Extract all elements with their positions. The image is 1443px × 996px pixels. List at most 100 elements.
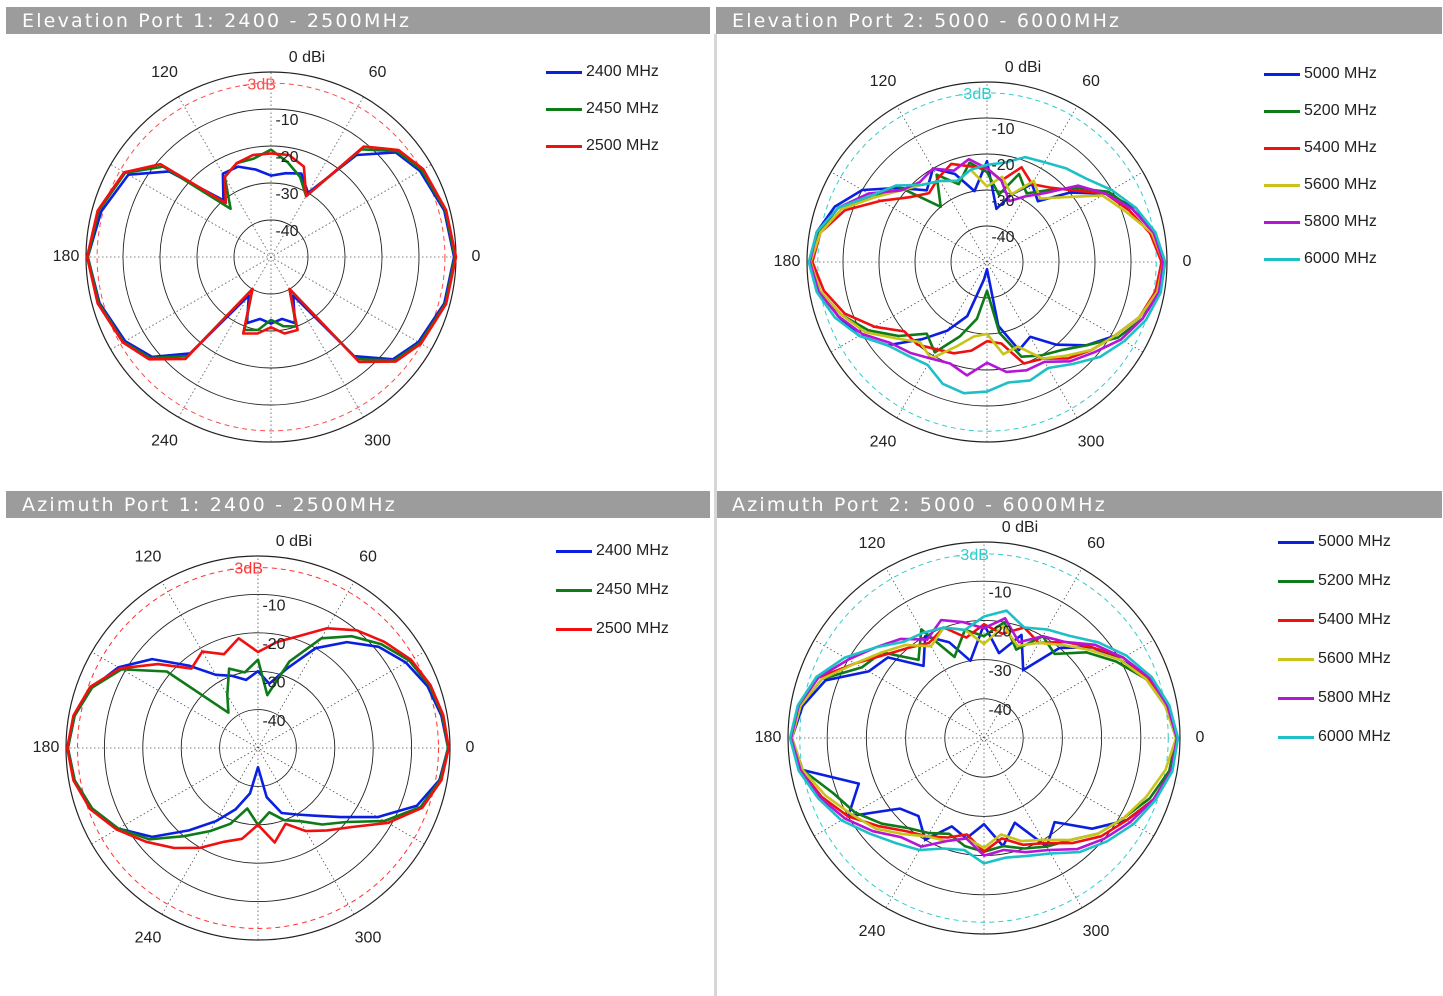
legend-swatch <box>556 549 592 553</box>
angle-label: 300 <box>355 930 382 947</box>
legend-item: 5600 MHz <box>1264 175 1377 195</box>
legend-swatch <box>546 70 582 74</box>
legend-swatch <box>556 588 592 592</box>
radial-tick-label: -40 <box>991 229 1014 246</box>
legend-item: 5200 MHz <box>1278 571 1391 591</box>
angle-label: 120 <box>859 535 886 552</box>
angle-label: 240 <box>870 433 897 450</box>
legend-item: 5200 MHz <box>1264 101 1377 121</box>
legend-swatch <box>1264 72 1300 76</box>
angle-label: 240 <box>135 930 162 947</box>
legend-swatch <box>1264 109 1300 113</box>
legend-elev-port2: 5000 MHz 5200 MHz 5400 MHz 5600 MHz 5800 MHz… <box>1264 64 1424 267</box>
legend-swatch <box>1264 257 1300 261</box>
legend-swatch <box>1278 579 1314 583</box>
legend-item: 2400 MHz <box>556 541 669 561</box>
radial-tick-label: -20 <box>275 149 298 166</box>
radial-tick-label: -30 <box>262 674 285 691</box>
legend-swatch <box>556 627 592 631</box>
polar-grid <box>787 541 1181 935</box>
radial-tick-label: -30 <box>275 186 298 203</box>
angle-label: 0 <box>472 248 481 265</box>
series-line-2500 <box>85 145 458 364</box>
legend-item: 5800 MHz <box>1264 212 1377 232</box>
legend-label: 5200 MHz <box>1318 572 1391 589</box>
reference-label: -3dB <box>242 76 276 93</box>
legend-item: 6000 MHz <box>1264 249 1377 269</box>
radial-tick-label: 0 dBi <box>1002 519 1038 536</box>
legend-swatch <box>546 107 582 111</box>
legend-swatch <box>546 144 582 148</box>
panel-title-elev-port2: Elevation Port 2: 5000 - 6000MHz <box>716 7 1442 34</box>
radial-tick-label: -20 <box>262 636 285 653</box>
angle-label: 300 <box>1078 433 1105 450</box>
legend-swatch <box>1278 618 1314 622</box>
legend-elev-port1: 2400 MHz 2450 MHz 2500 MHz <box>546 62 686 162</box>
legend-swatch <box>1278 657 1314 661</box>
grid-spoke <box>896 105 1078 419</box>
grid-spoke <box>110 164 432 350</box>
grid-circle <box>196 182 346 332</box>
legend-item: 5000 MHz <box>1264 64 1377 84</box>
angle-label: 60 <box>369 64 387 81</box>
legend-item: 2400 MHz <box>546 62 659 82</box>
legend-label: 5400 MHz <box>1318 611 1391 628</box>
radial-tick-label: -40 <box>262 713 285 730</box>
radial-tick-label: -20 <box>988 624 1011 641</box>
radial-tick-label: -30 <box>991 193 1014 210</box>
angle-label: 180 <box>755 729 782 746</box>
radial-tick-label: -10 <box>262 598 285 615</box>
legend-label: 5000 MHz <box>1318 533 1391 550</box>
grid-spoke <box>91 651 425 845</box>
legend-item: 5800 MHz <box>1278 688 1391 708</box>
legend-label: 2500 MHz <box>596 620 669 637</box>
angle-label: 180 <box>53 248 80 265</box>
legend-label: 2500 MHz <box>586 137 659 154</box>
legend-label: 5600 MHz <box>1304 176 1377 193</box>
radial-tick-label: -40 <box>275 223 298 240</box>
legend-azim-port2: 5000 MHz 5200 MHz 5400 MHz 5600 MHz 5800 MHz… <box>1278 532 1438 752</box>
legend-item: 5400 MHz <box>1278 610 1391 630</box>
legend-label: 5000 MHz <box>1304 65 1377 82</box>
legend-item: 2500 MHz <box>556 619 669 639</box>
angle-label: 120 <box>870 73 897 90</box>
reference-circle <box>77 567 439 929</box>
tick-labels: 0 dBi -10 -20 -30 -40 -3dB 0 60 120 180 240 300 <box>755 519 1205 940</box>
series-line-6000 <box>788 609 1180 865</box>
panel-title-elev-port1: Elevation Port 1: 2400 - 2500MHz <box>6 7 710 34</box>
angle-label: 300 <box>1083 923 1110 940</box>
grid-circle <box>905 659 1063 817</box>
legend-label: 5600 MHz <box>1318 650 1391 667</box>
legend-label: 5800 MHz <box>1318 689 1391 706</box>
legend-item: 2450 MHz <box>546 99 659 119</box>
legend-label: 5400 MHz <box>1304 139 1377 156</box>
radial-tick-label: 0 dBi <box>276 533 312 550</box>
reference-label: -3dB <box>958 86 992 103</box>
grid-circle <box>219 709 297 787</box>
angle-label: 60 <box>1082 73 1100 90</box>
angle-label: 60 <box>359 549 377 566</box>
tick-labels: 0 dBi -10 -20 -30 -40 -3dB 0 60 120 180 240 300 <box>53 49 481 449</box>
reference-label: -3dB <box>955 547 989 564</box>
legend-azim-port1: 2400 MHz 2450 MHz 2500 MHz <box>556 541 696 641</box>
angle-label: 60 <box>1087 535 1105 552</box>
tick-labels: 0 dBi -10 -20 -30 -40 -3dB 0 60 120 180 240 300 <box>774 59 1192 450</box>
radial-tick-label: 0 dBi <box>1005 59 1041 76</box>
legend-label: 2450 MHz <box>596 581 669 598</box>
angle-label: 0 <box>466 739 475 756</box>
radial-tick-label: -10 <box>988 584 1011 601</box>
series-line-6000 <box>807 155 1167 395</box>
angle-label: 240 <box>151 433 178 450</box>
radial-tick-label: 0 dBi <box>289 49 325 66</box>
angle-label: 180 <box>774 253 801 270</box>
angle-label: 180 <box>33 739 60 756</box>
radial-tick-label: -30 <box>988 663 1011 680</box>
legend-label: 2400 MHz <box>596 542 669 559</box>
reference-circle <box>799 553 1169 923</box>
angle-label: 120 <box>151 64 178 81</box>
legend-item: 5400 MHz <box>1264 138 1377 158</box>
angle-label: 240 <box>859 923 886 940</box>
